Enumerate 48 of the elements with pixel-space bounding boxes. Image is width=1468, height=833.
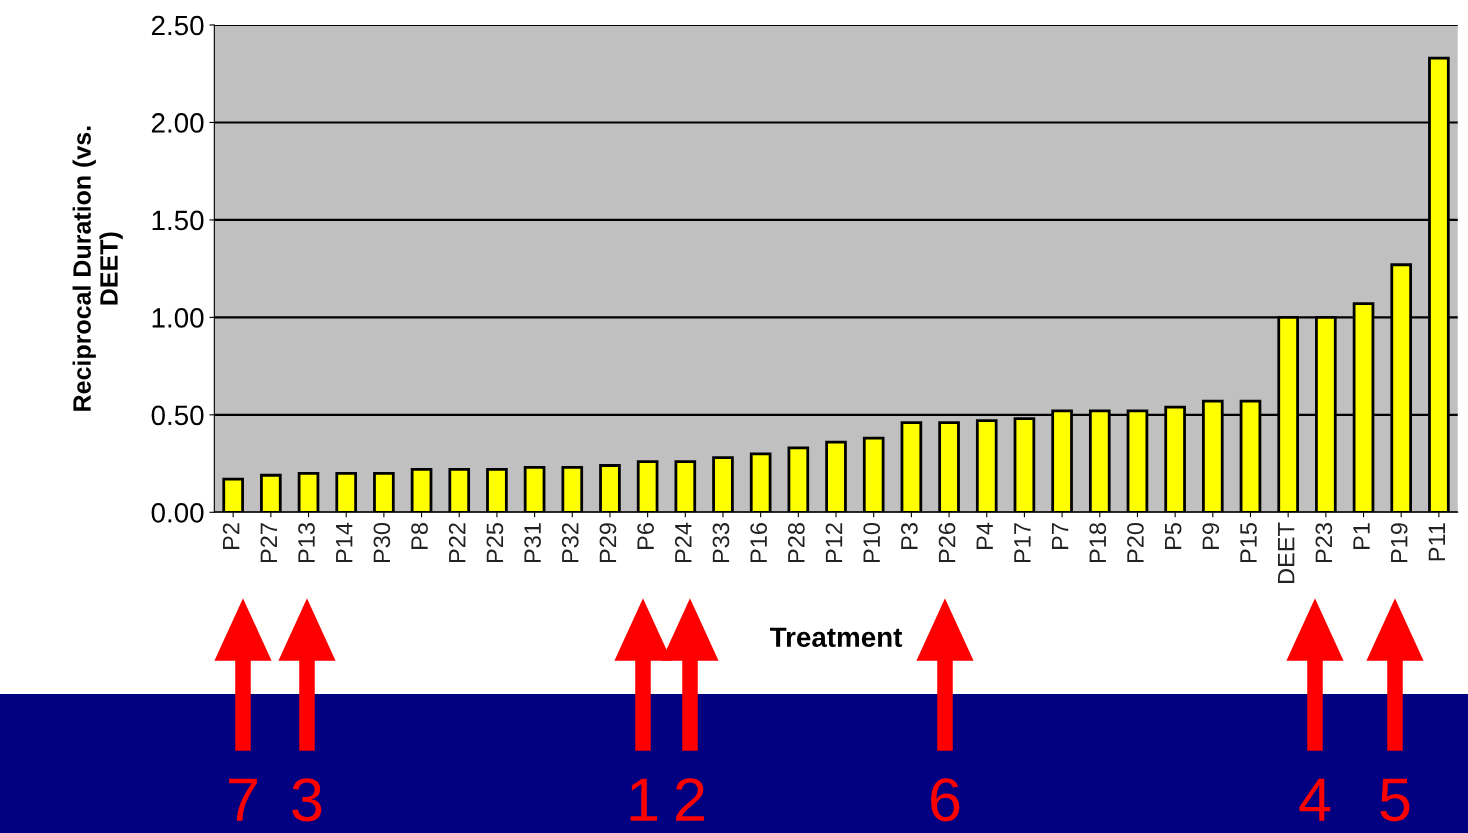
x-tick-label: P15	[1240, 523, 1257, 563]
text: 1	[630, 778, 658, 821]
x-tick-label: P9	[1202, 523, 1220, 549]
text: 7	[229, 778, 257, 821]
x-tick-label: P26	[938, 523, 956, 563]
x-tick-label: P8	[411, 523, 428, 549]
x-tick-label: P33	[712, 523, 730, 563]
x-tick-label: P17	[1014, 523, 1031, 563]
x-tick-label: DEET	[1278, 522, 1295, 584]
text: 5	[1380, 778, 1410, 822]
y-tick-label: 2.00	[151, 113, 204, 133]
x-tick-label: P5	[1165, 523, 1182, 549]
x-tick-label: P27	[260, 523, 277, 563]
y-tick-label: 0.50	[151, 405, 204, 426]
x-tick-label: P10	[863, 522, 881, 563]
x-axis-title: Treatment	[769, 627, 903, 648]
text: 2	[676, 778, 704, 821]
x-tick-label: P18	[1089, 523, 1107, 563]
text: 4	[1299, 778, 1331, 821]
x-tick-label: P1	[1353, 523, 1370, 549]
x-tick-label: P13	[298, 523, 315, 563]
x-tick-label: P23	[1315, 523, 1333, 563]
x-tick-label: P29	[599, 523, 617, 563]
x-tick-label: P11	[1428, 523, 1445, 561]
y-tick-label: 0.00	[151, 502, 204, 523]
x-tick-label: P20	[1127, 522, 1144, 563]
y-tick-label: 1.50	[152, 210, 204, 231]
x-tick-label: P3	[901, 523, 918, 549]
y-tick-label: 2.50	[151, 15, 204, 36]
x-tick-label: P14	[336, 522, 353, 563]
x-tick-label: P12	[825, 523, 843, 563]
x-tick-label: P25	[486, 523, 504, 563]
x-tick-label: P19	[1390, 523, 1408, 563]
x-tick-label: P24	[674, 522, 692, 563]
text: 6	[931, 778, 960, 822]
x-tick-label: P4	[976, 522, 993, 549]
x-tick-label: P31	[524, 523, 541, 563]
x-tick-label: P7	[1051, 523, 1069, 549]
x-tick-label: P22	[448, 523, 466, 563]
y-axis-title: Reciprocal Duration (vs. DEET)	[72, 126, 123, 411]
x-tick-label: P16	[750, 523, 768, 563]
x-tick-label: P6	[637, 523, 654, 549]
x-tick-label: P28	[787, 523, 805, 563]
y-tick-label: 1.00	[152, 308, 204, 328]
x-tick-label: P30	[373, 522, 391, 563]
x-tick-label: P32	[561, 523, 579, 563]
text: 3	[292, 778, 322, 822]
x-tick-label: P2	[222, 523, 240, 549]
